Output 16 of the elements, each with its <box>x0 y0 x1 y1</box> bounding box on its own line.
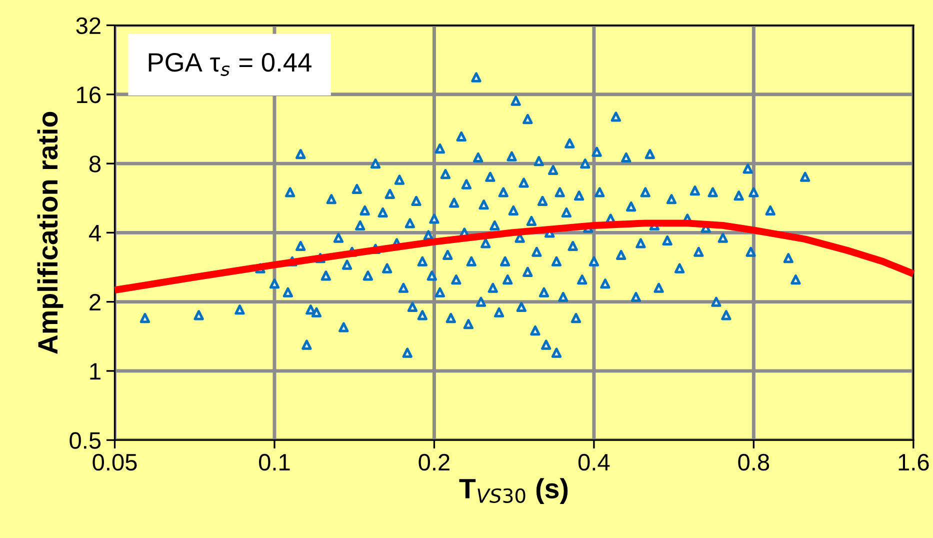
x-tick-label: 0.4 <box>578 454 610 471</box>
y-axis-title: Amplification ratio <box>37 112 64 354</box>
y-tick-label: 1 <box>90 363 100 380</box>
y-tick-label: 2 <box>90 294 100 310</box>
y-tick-label: 8 <box>89 156 101 172</box>
x-axis-title: T$_{VS30}$ (s) <box>459 478 568 504</box>
y-tick-label: 32 <box>76 17 100 34</box>
y-tick-label: 0.5 <box>70 432 101 449</box>
x-tick-label: 0.05 <box>92 454 137 471</box>
x-tick-label: 0.1 <box>259 454 290 471</box>
x-tick-label: 1.6 <box>898 454 929 471</box>
x-tick-label: 0.8 <box>738 454 770 471</box>
y-tick-label: 16 <box>77 86 101 104</box>
x-tick-label: 0.2 <box>418 454 450 471</box>
y-tick-label: 4 <box>88 224 101 242</box>
annotation: PGA τ$_{s}$ = 0.44 <box>148 53 312 76</box>
